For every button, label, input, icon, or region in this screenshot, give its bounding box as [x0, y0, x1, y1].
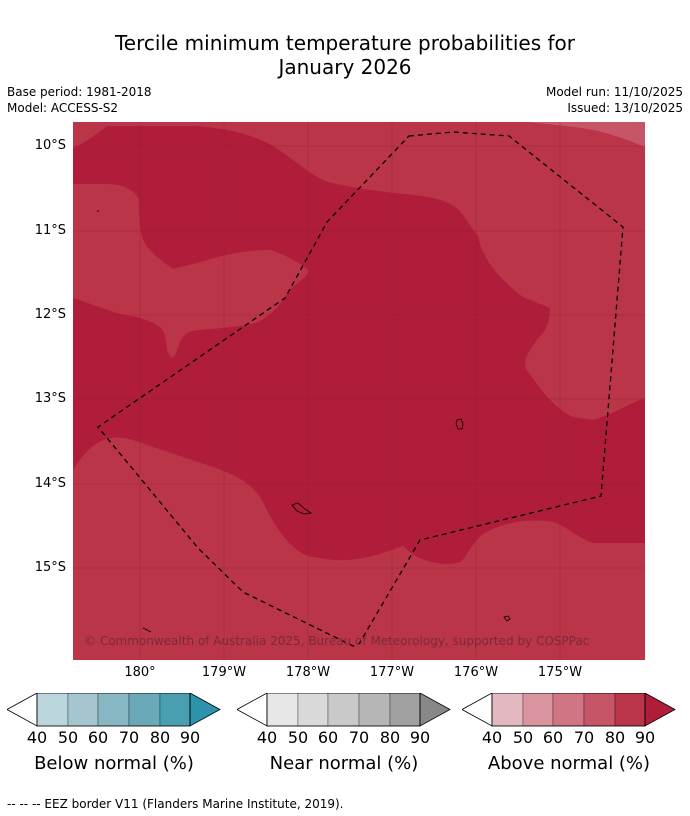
colorbar-below-normal: 40 50 60 70 80 90 Below normal (%)	[6, 692, 221, 774]
cbar-above-under	[461, 692, 493, 727]
lat-label-13s: 13°S	[34, 391, 66, 406]
cbar-below-40-50	[36, 692, 69, 727]
lat-label-14s: 14°S	[34, 476, 66, 491]
cbar-below-50-60	[67, 692, 99, 727]
map-region-70-topright	[528, 122, 645, 147]
lat-label-15s: 15°S	[34, 560, 66, 575]
meta-left: Base period: 1981-2018 Model: ACCESS-S2	[7, 84, 152, 116]
colorbar-near-title: Near normal (%)	[269, 753, 419, 774]
island-dot-northwest	[97, 210, 99, 212]
tick: 80	[149, 728, 171, 747]
colorbar-above-swatches	[461, 692, 676, 727]
lat-label-12s: 12°S	[34, 307, 66, 322]
cbar-above-80-90	[614, 692, 646, 727]
tick: 50	[57, 728, 79, 747]
colorbar-below-ticks: 40 50 60 70 80 90	[7, 730, 221, 746]
lon-label-175w: 175°W	[537, 665, 583, 680]
tick: 50	[287, 728, 309, 747]
tick: 80	[604, 728, 626, 747]
tick: 50	[512, 728, 534, 747]
colorbar-below-swatches	[6, 692, 221, 727]
model-run: Model run: 11/10/2025	[545, 85, 683, 99]
tick: 70	[573, 728, 595, 747]
chart-title: Tercile minimum temperature probabilitie…	[0, 31, 690, 79]
lon-label-177w: 177°W	[369, 665, 415, 680]
tick: 60	[317, 728, 339, 747]
map-gridlines	[73, 122, 645, 660]
title-line-2: January 2026	[278, 55, 412, 79]
lat-label-11s: 11°S	[34, 223, 66, 238]
colorbar-above-title: Above normal (%)	[487, 753, 651, 774]
cbar-above-60-70	[552, 692, 585, 727]
tick: 70	[348, 728, 370, 747]
model-name: Model: ACCESS-S2	[7, 101, 119, 115]
tick: 40	[256, 728, 278, 747]
tick: 70	[118, 728, 140, 747]
eez-footnote: -- -- -- EEZ border V11 (Flanders Marine…	[7, 797, 344, 811]
cbar-below-60-70	[97, 692, 130, 727]
tick: 90	[179, 728, 201, 747]
cbar-near-under	[236, 692, 268, 727]
island-south-west	[291, 502, 313, 515]
meta-right: Model run: 11/10/2025 Issued: 13/10/2025	[546, 84, 683, 116]
tick: 60	[87, 728, 109, 747]
island-tiny-south	[503, 615, 511, 622]
base-period: Base period: 1981-2018	[7, 85, 152, 99]
tick: 40	[26, 728, 48, 747]
cbar-near-80-90	[389, 692, 421, 727]
cbar-above-50-60	[522, 692, 554, 727]
cbar-below-over	[189, 692, 221, 727]
map-region-90-main	[73, 122, 645, 564]
colorbar-near-ticks: 40 50 60 70 80 90	[237, 730, 451, 746]
tick: 40	[481, 728, 503, 747]
tick: 60	[542, 728, 564, 747]
colorbar-below-title: Below normal (%)	[34, 753, 194, 774]
tick: 90	[634, 728, 656, 747]
colorbar-above-normal: 40 50 60 70 80 90 Above normal (%)	[461, 692, 676, 774]
lon-label-176w: 176°W	[453, 665, 499, 680]
cbar-near-60-70	[327, 692, 360, 727]
colorbar-near-swatches	[236, 692, 451, 727]
probability-map	[73, 122, 645, 660]
cbar-below-under	[6, 692, 38, 727]
cbar-above-40-50	[491, 692, 524, 727]
island-tiny-southwest	[142, 627, 152, 633]
cbar-above-over	[644, 692, 676, 727]
lat-label-10s: 10°S	[34, 138, 66, 153]
cbar-near-over	[419, 692, 451, 727]
lon-label-179w: 179°W	[201, 665, 247, 680]
island-small-east	[455, 418, 464, 430]
cbar-near-70-80	[358, 692, 391, 727]
tick: 80	[379, 728, 401, 747]
cbar-near-50-60	[297, 692, 329, 727]
issued-date: Issued: 13/10/2025	[567, 101, 683, 115]
cbar-near-40-50	[266, 692, 299, 727]
cbar-above-70-80	[583, 692, 616, 727]
eez-border	[97, 131, 624, 647]
lon-label-178w: 178°W	[285, 665, 331, 680]
title-line-1: Tercile minimum temperature probabilitie…	[114, 31, 576, 55]
cbar-below-80-90	[159, 692, 191, 727]
copyright-credit: © Commonwealth of Australia 2025, Bureau…	[84, 634, 590, 648]
tick: 90	[409, 728, 431, 747]
lon-label-180: 180°	[124, 665, 156, 680]
colorbar-near-normal: 40 50 60 70 80 90 Near normal (%)	[236, 692, 451, 774]
colorbar-above-ticks: 40 50 60 70 80 90	[462, 730, 676, 746]
cbar-below-70-80	[128, 692, 161, 727]
